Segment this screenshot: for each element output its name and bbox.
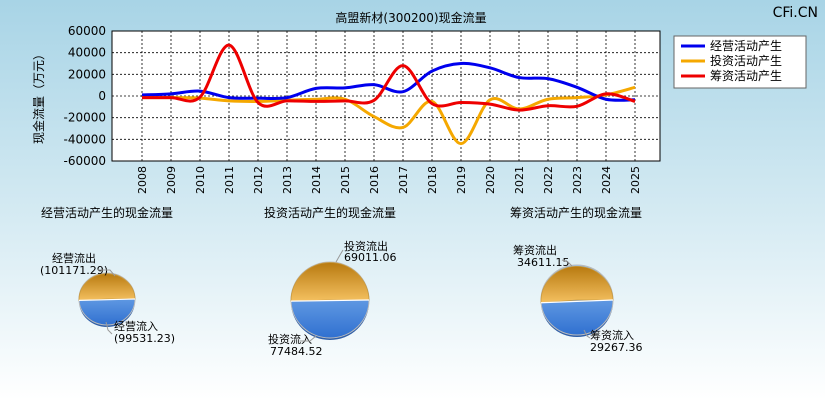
pie-operating-inflow-value: (99531.23) <box>114 332 175 345</box>
legend-label-financing: 筹资活动产生 <box>710 69 782 83</box>
line-chart: 高盟新材(300200)现金流量 现金流量（万元） 60000 40000 2000… <box>31 10 661 194</box>
pie-financing-title: 筹资活动产生的现金流量 <box>510 205 642 220</box>
pie-operating-outflow-leader <box>98 269 116 277</box>
x-tick-label: 2021 <box>513 166 526 194</box>
x-tick-label: 2008 <box>136 166 149 194</box>
watermark: CFi.CN <box>773 5 818 21</box>
x-tick-label: 2010 <box>194 166 207 194</box>
pie-investing-outflow-leader <box>335 249 344 263</box>
x-tick-label: 2013 <box>281 166 294 194</box>
pie-investing-inflow-label: 投资流入 <box>268 332 312 346</box>
pie-investing-divider <box>290 299 370 302</box>
x-tick-label: 2024 <box>600 166 613 194</box>
series-lines <box>141 43 636 146</box>
pie-operating-inflow-leader <box>105 321 113 335</box>
pie-investing-outflow-value: 69011.06 <box>344 251 397 264</box>
pie-financing-slice-outflow <box>540 265 614 304</box>
pie-financing-outflow-leader <box>561 259 573 267</box>
x-tick-labels: 2008 2009 2010 2011 2012 2013 2014 2015 2016 2017… <box>136 166 642 194</box>
pie-operating-outflow-label: 经营流出 <box>52 251 96 265</box>
pie-financing: 筹资活动产生的现金流量 筹资流出 34611.15 筹资流入 29267.36 <box>510 205 643 354</box>
pie-investing-outflow-label: 投资流出 <box>344 239 388 253</box>
x-tick-label: 2023 <box>571 166 584 194</box>
chart-title: 高盟新材(300200)现金流量 <box>335 10 486 25</box>
y-tick-label: 20000 <box>68 67 106 81</box>
pie-investing-slice-outflow <box>290 262 370 302</box>
x-tick-label: 2012 <box>252 166 265 194</box>
y-tick-label: 40000 <box>68 46 106 60</box>
series-line-financing <box>141 43 636 112</box>
y-tick-label: 0 <box>98 89 106 103</box>
y-axis-label: 现金流量（万元） <box>31 48 46 144</box>
pie-financing-inflow-leader <box>583 329 591 339</box>
grid <box>112 31 660 161</box>
pie-financing-inflow-label: 筹资流入 <box>590 328 634 342</box>
series-line-investing <box>141 85 636 146</box>
x-tick-label: 2016 <box>368 166 381 194</box>
pie-investing-inflow-leader <box>300 335 317 342</box>
pie-operating-slice-outflow <box>78 273 136 301</box>
y-tick-label: -60000 <box>63 154 106 168</box>
x-tick-label: 2011 <box>223 166 236 194</box>
pie-operating-divider <box>78 298 136 301</box>
pie-operating-title: 经营活动产生的现金流量 <box>41 205 173 220</box>
x-tick-label: 2018 <box>426 166 439 194</box>
legend: 经营活动产生 投资活动产生 筹资活动产生 <box>673 35 807 89</box>
pie-investing: 投资活动产生的现金流量 投资流出 69011.06 投资流入 77484.52 <box>264 205 397 358</box>
pie-financing-divider <box>540 299 614 304</box>
pie-operating-outflow-value: (101171.29) <box>40 264 108 277</box>
pie-operating-inflow-label: 经营流入 <box>114 319 158 333</box>
x-tick-label: 2025 <box>629 166 642 194</box>
pie-financing-outflow-value: 34611.15 <box>517 256 570 269</box>
pie-investing-inflow-value: 77484.52 <box>270 345 323 358</box>
y-tick-label: -20000 <box>63 111 106 125</box>
pie-investing-title: 投资活动产生的现金流量 <box>264 205 396 220</box>
y-tick-label: -40000 <box>63 132 106 146</box>
x-tick-label: 2014 <box>310 166 323 194</box>
pie-financing-outflow-label: 筹资流出 <box>513 243 557 257</box>
y-tick-labels: 60000 40000 20000 0 -20000 -40000 -60000 <box>63 24 106 168</box>
series-line-operating <box>141 61 636 102</box>
y-tick-label: 60000 <box>68 24 106 38</box>
x-tick-label: 2022 <box>542 166 555 194</box>
pie-financing-inflow-value: 29267.36 <box>590 341 643 354</box>
x-tick-label: 2019 <box>455 166 468 194</box>
pie-operating: 经营活动产生的现金流量 经营流出 (101171.29) 经营流入 (99531… <box>40 205 175 345</box>
x-tick-label: 2017 <box>397 166 410 194</box>
x-tick-label: 2009 <box>165 166 178 194</box>
legend-label-investing: 投资活动产生 <box>710 53 782 68</box>
x-tick-label: 2020 <box>484 166 497 194</box>
legend-label-operating: 经营活动产生 <box>710 39 782 53</box>
x-tick-label: 2015 <box>339 166 352 194</box>
